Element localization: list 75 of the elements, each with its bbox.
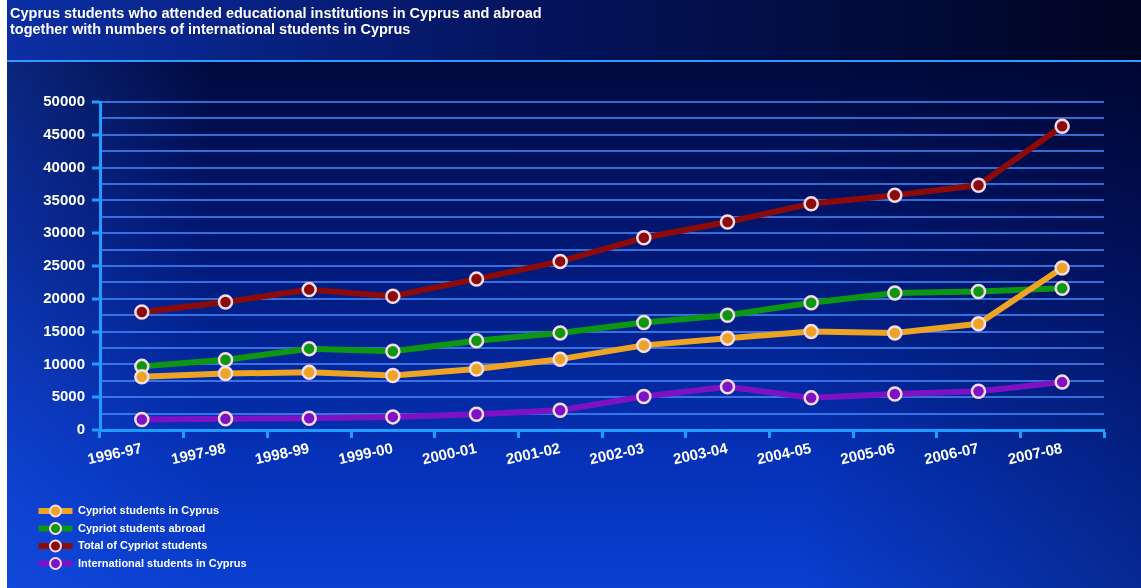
point: [803, 323, 819, 340]
point: [552, 351, 568, 367]
point: [134, 369, 150, 385]
point: [1054, 260, 1070, 276]
point: [468, 361, 485, 377]
point: [301, 340, 317, 357]
point: [301, 281, 317, 298]
point: [468, 333, 485, 349]
point: [1054, 280, 1070, 297]
y-tick-label: 40000: [43, 157, 85, 175]
y-tick-label: 0: [76, 420, 85, 438]
point: [468, 406, 485, 423]
point: [552, 402, 568, 419]
point: [719, 378, 736, 395]
x-tick-label: 2000-01: [420, 439, 478, 468]
point: [385, 343, 401, 360]
x-tick-label: 2007-08: [1006, 439, 1064, 468]
point: [385, 367, 401, 384]
point: [887, 386, 903, 402]
point: [887, 325, 903, 341]
legend-label: International students in Cyprus: [78, 556, 247, 569]
legend-label: Cypriot students in Cyprus: [78, 504, 220, 517]
point: [301, 410, 317, 426]
point: [217, 365, 234, 382]
x-tick-label: 1999-00: [336, 439, 395, 468]
point: [385, 409, 401, 425]
y-tick-label: 5000: [51, 387, 85, 405]
point: [970, 177, 987, 194]
x-tick-label: 2002-03: [587, 439, 646, 468]
y-tick-label: 15000: [43, 321, 85, 339]
point: [636, 314, 652, 331]
y-tick-label: 10000: [43, 354, 85, 372]
x-tick-label: 2001-02: [504, 439, 562, 468]
point: [552, 325, 568, 341]
y-tick-label: 25000: [43, 256, 85, 274]
point: [803, 390, 819, 406]
point: [468, 271, 485, 287]
x-tick-label: 1996-97: [85, 439, 144, 468]
chart-title: Cyprus students who attended educational institutions in Cyprus and abroad together with numbers of international students in Cyprus: [10, 5, 543, 37]
y-tick-label: 35000: [43, 190, 85, 208]
legend-label: Cypriot students abroad: [78, 521, 206, 534]
point: [134, 411, 150, 428]
point: [803, 195, 819, 212]
point: [1054, 118, 1070, 135]
point: [552, 253, 568, 270]
point: [719, 330, 736, 346]
point: [217, 294, 234, 310]
legend-label: Total of Cypriot students: [78, 539, 208, 552]
point: [1054, 374, 1070, 390]
point: [970, 383, 987, 400]
point: [385, 288, 401, 304]
point: [887, 187, 903, 203]
y-tick-label: 45000: [43, 124, 85, 142]
point: [636, 388, 652, 405]
point: [134, 304, 150, 320]
point: [217, 352, 234, 368]
point: [803, 294, 819, 311]
x-tick-label: 2003-04: [671, 439, 730, 468]
point: [719, 214, 736, 230]
y-tick-label: 50000: [43, 92, 85, 110]
x-tick-label: 2006-07: [922, 439, 980, 468]
point: [970, 283, 987, 300]
point: [301, 364, 317, 381]
point: [636, 337, 652, 354]
x-tick-label: 1997-98: [169, 439, 227, 468]
y-tick-label: 30000: [43, 223, 85, 241]
x-tick-label: 2004-05: [755, 439, 813, 468]
point: [970, 315, 987, 332]
point: [636, 230, 652, 246]
point: [217, 411, 234, 427]
x-tick-label: 1998-99: [253, 439, 311, 468]
y-tick-label: 20000: [43, 288, 85, 306]
point: [887, 285, 903, 301]
x-tick-label: 2005-06: [838, 439, 897, 468]
point: [719, 307, 736, 323]
